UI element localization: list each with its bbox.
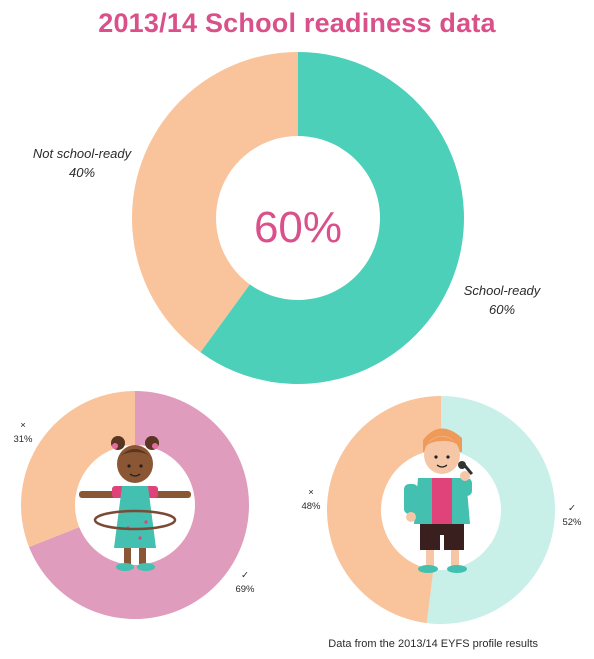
main-slice-not-ready — [132, 51, 298, 353]
footer-source-note: Data from the 2013/14 EYFS profile resul… — [328, 638, 538, 650]
main-slice-ready — [200, 52, 464, 384]
girls-not-ready-value: 31% — [13, 434, 33, 445]
boys-slice-not-ready — [327, 396, 441, 624]
main-donut-chart — [132, 51, 464, 384]
label-not-ready: Not school-ready — [33, 146, 133, 161]
boy-microphone-illustration — [404, 428, 474, 573]
chart-title: 2013/14 School readiness data — [98, 8, 496, 38]
girls-check-mark: ✓ — [241, 570, 249, 581]
girls-cross-mark: × — [20, 420, 26, 431]
boys-not-ready-value: 48% — [301, 501, 321, 512]
girls-ready-value: 69% — [235, 584, 255, 595]
girls-slice-not-ready — [21, 391, 135, 547]
boys-check-mark: ✓ — [568, 503, 576, 514]
boys-ready-value: 52% — [562, 517, 582, 528]
girls-donut-chart — [21, 391, 250, 620]
boys-donut-chart — [327, 396, 556, 624]
boys-cross-mark: × — [308, 487, 314, 498]
label-ready: School-ready — [464, 283, 542, 298]
boys-slice-ready — [426, 396, 556, 624]
main-center-value: 60% — [254, 203, 342, 252]
label-ready-value: 60% — [489, 302, 515, 317]
label-not-ready-value: 40% — [69, 165, 95, 180]
girl-hula-hoop-illustration — [79, 436, 191, 571]
girls-slice-ready — [29, 391, 250, 620]
